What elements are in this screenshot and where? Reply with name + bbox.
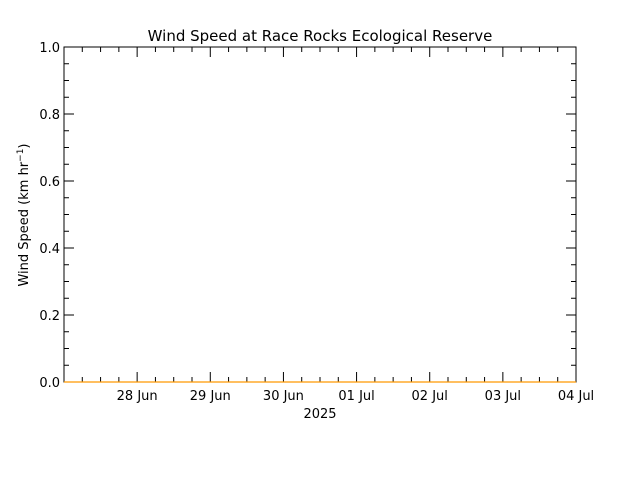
chart-title: Wind Speed at Race Rocks Ecological Rese… <box>148 27 493 45</box>
y-tick-label: 1.0 <box>39 41 60 56</box>
y-axis-label: Wind Speed (km hr−1) <box>16 143 32 286</box>
y-axis-label-exponent: −1 <box>16 149 26 162</box>
x-tick-label: 28 Jun <box>117 389 158 404</box>
y-tick-label: 0.6 <box>39 175 60 190</box>
y-axis-label-main: Wind Speed (km hr <box>17 161 32 286</box>
y-tick-label: 0.4 <box>39 242 60 257</box>
y-tick-label: 0.8 <box>39 108 60 123</box>
x-tick-label: 02 Jul <box>412 389 448 404</box>
x-tick-label: 30 Jun <box>263 389 304 404</box>
y-tick-label: 0.2 <box>39 309 60 324</box>
y-tick-label: 0.0 <box>39 376 60 391</box>
y-axis-label-close: ) <box>17 143 32 148</box>
plot-frame <box>63 46 577 383</box>
x-axis-ticks: 28 Jun 29 Jun 30 Jun 01 Jul 02 Jul 03 Jul 04 J… <box>63 47 594 404</box>
x-tick-label: 01 Jul <box>338 389 374 404</box>
x-tick-label: 03 Jul <box>485 389 521 404</box>
x-axis-year-label: 2025 <box>303 407 336 422</box>
y-axis-ticks: 0.0 0.2 0.4 0.6 0.8 1.0 <box>39 41 576 391</box>
x-tick-label: 29 Jun <box>190 389 231 404</box>
x-tick-label: 04 Jul <box>558 389 594 404</box>
